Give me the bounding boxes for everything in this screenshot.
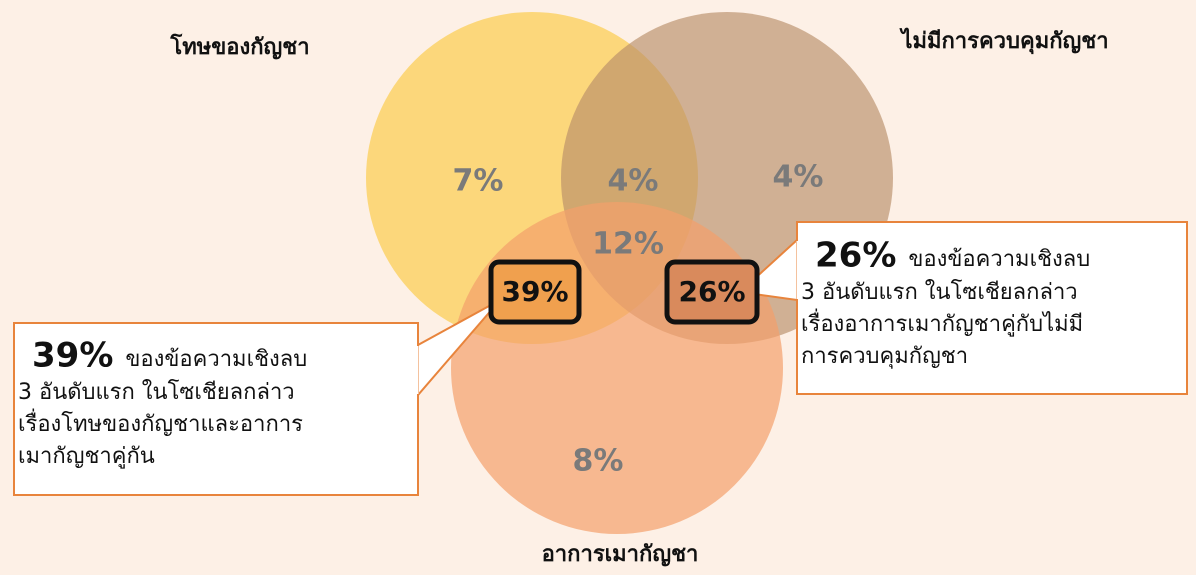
highlight-box: [488, 259, 582, 325]
callout-text: ของข้อความเชิงลบ: [908, 247, 1090, 272]
set-label: อาการเมากัญชา: [542, 542, 699, 567]
set-label: ไม่มีการควบคุมกัญชา: [899, 27, 1108, 55]
callout-value: 26%: [815, 236, 896, 276]
callout-line: เรื่องอาการเมากัญชาคู่กับไม่มี: [801, 308, 1083, 337]
callout-line: เมากัญชาคู่กัน: [18, 444, 155, 469]
highlight-label: 26%: [678, 275, 745, 308]
region-label: 7%: [453, 164, 504, 199]
callout-box: [796, 221, 1188, 395]
region-label: 4%: [608, 164, 659, 199]
highlight-label: 39%: [501, 275, 568, 308]
callout-text: ของข้อความเชิงลบ: [125, 347, 307, 372]
callout-line: การควบคุมกัญชา: [801, 344, 968, 369]
callout-line: เรื่องโทษของกัญชาและอาการ: [18, 408, 303, 437]
callout-box: [13, 322, 419, 496]
set-label: โทษของกัญชา: [169, 33, 309, 60]
callout-line: 3 อันดับแรก ในโซเชียลกล่าว: [801, 279, 1078, 305]
region-label: 8%: [573, 444, 624, 479]
region-label: 12%: [592, 227, 664, 262]
callout-value: 39%: [32, 336, 113, 376]
highlight-box: [664, 259, 760, 325]
callout-line: 3 อันดับแรก ในโซเชียลกล่าว: [18, 379, 295, 405]
region-label: 4%: [773, 160, 824, 195]
